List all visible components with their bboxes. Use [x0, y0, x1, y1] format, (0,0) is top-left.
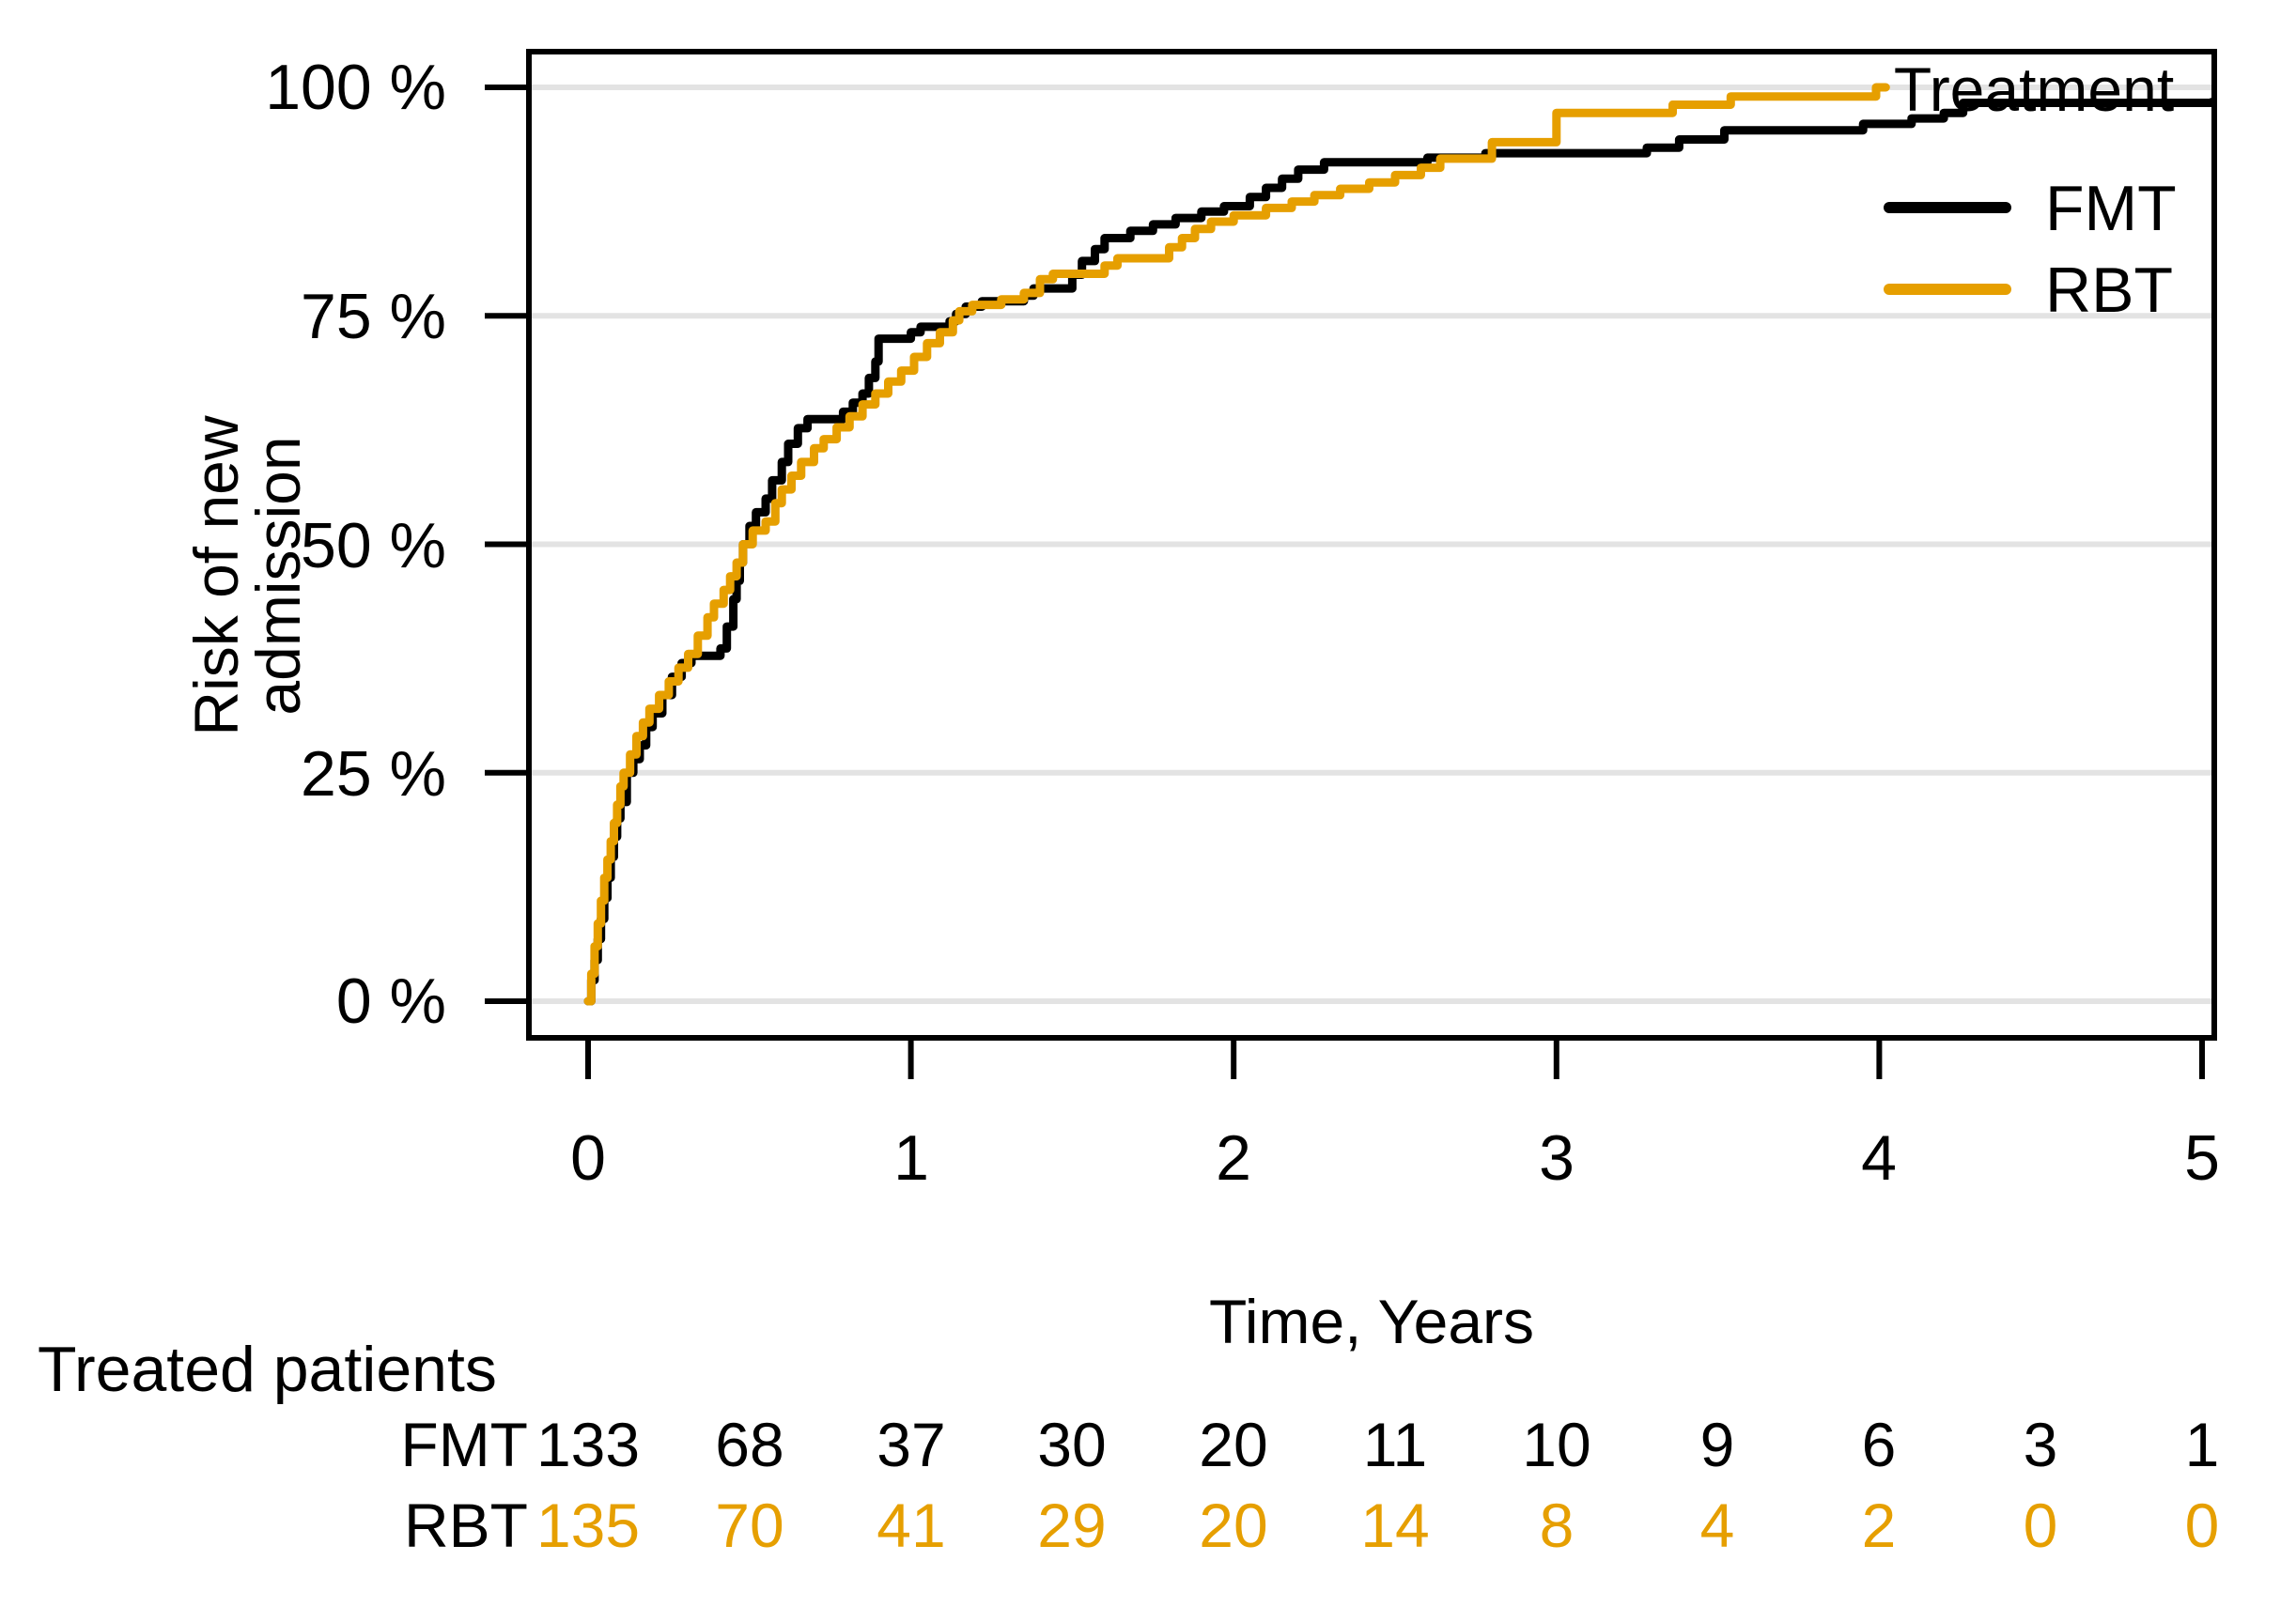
risk-count-fmt-t2_5: 11: [1362, 1410, 1428, 1479]
y-tick-label-0: 0 %: [335, 966, 446, 1037]
risk-count-rbt-t5: 0: [2184, 1491, 2220, 1560]
risk-count-rbt-t3: 8: [1539, 1491, 1575, 1560]
risk-count-rbt-t1: 41: [877, 1491, 946, 1560]
x-axis-title: Time, Years: [1208, 1287, 1535, 1356]
risk-count-fmt-t3: 10: [1522, 1410, 1591, 1479]
legend: Treatment FMT RBT: [1884, 54, 2177, 326]
risk-count-rbt-t0: 135: [535, 1491, 641, 1560]
y-axis-title: Risk of new admission: [181, 415, 313, 736]
risk-table-row-label-fmt: FMT: [400, 1410, 528, 1479]
y-tick-label-100: 100 %: [265, 52, 446, 123]
risk-count-fmt-t1_5: 30: [1037, 1410, 1107, 1479]
x-tick-label-0: 0: [570, 1122, 606, 1194]
x-tick-label-2: 2: [1216, 1122, 1251, 1194]
risk-count-rbt-t1_5: 29: [1037, 1491, 1107, 1560]
survival-curves: [583, 83, 2216, 1006]
legend-title: Treatment: [1894, 54, 2174, 124]
risk-count-rbt-t2: 20: [1199, 1491, 1268, 1560]
curve-fmt: [583, 98, 2216, 1006]
risk-table-title: Treated patients: [38, 1334, 497, 1405]
x-tick-label-3: 3: [1539, 1122, 1575, 1194]
risk-count-rbt-t0_5: 70: [715, 1491, 784, 1560]
gridlines: [529, 85, 2214, 1004]
x-tick-label-5: 5: [2184, 1122, 2220, 1194]
risk-count-fmt-t1: 37: [877, 1410, 946, 1479]
risk-count-fmt-t2: 20: [1199, 1410, 1268, 1479]
risk-count-fmt-t0_5: 68: [715, 1410, 784, 1479]
y-tick-label-50: 50 %: [301, 510, 446, 581]
risk-count-fmt-t4: 6: [1861, 1410, 1897, 1479]
risk-count-rbt-t2_5: 14: [1360, 1491, 1430, 1560]
risk-table-row-label-rbt: RBT: [404, 1491, 528, 1560]
risk-count-rbt-t4: 2: [1861, 1491, 1897, 1560]
risk-count-fmt-t5: 1: [2184, 1410, 2220, 1479]
risk-count-fmt-t0: 133: [535, 1410, 641, 1479]
x-tick-label-1: 1: [893, 1122, 929, 1194]
risk-count-fmt-t4_5: 3: [2023, 1410, 2058, 1479]
y-tick-label-75: 75 %: [301, 281, 446, 352]
legend-label-rbt: RBT: [2045, 255, 2173, 326]
risk-count-rbt-t3_5: 4: [1699, 1491, 1735, 1560]
plot-frame-and-ticks: [485, 49, 2217, 1079]
risk-count-rbt-t4_5: 0: [2023, 1491, 2058, 1560]
x-tick-label-4: 4: [1861, 1122, 1897, 1194]
curve-rbt: [583, 83, 1890, 1006]
risk-count-fmt-t3_5: 9: [1699, 1410, 1735, 1479]
legend-label-fmt: FMT: [2045, 173, 2177, 244]
y-tick-label-25: 25 %: [301, 738, 446, 810]
